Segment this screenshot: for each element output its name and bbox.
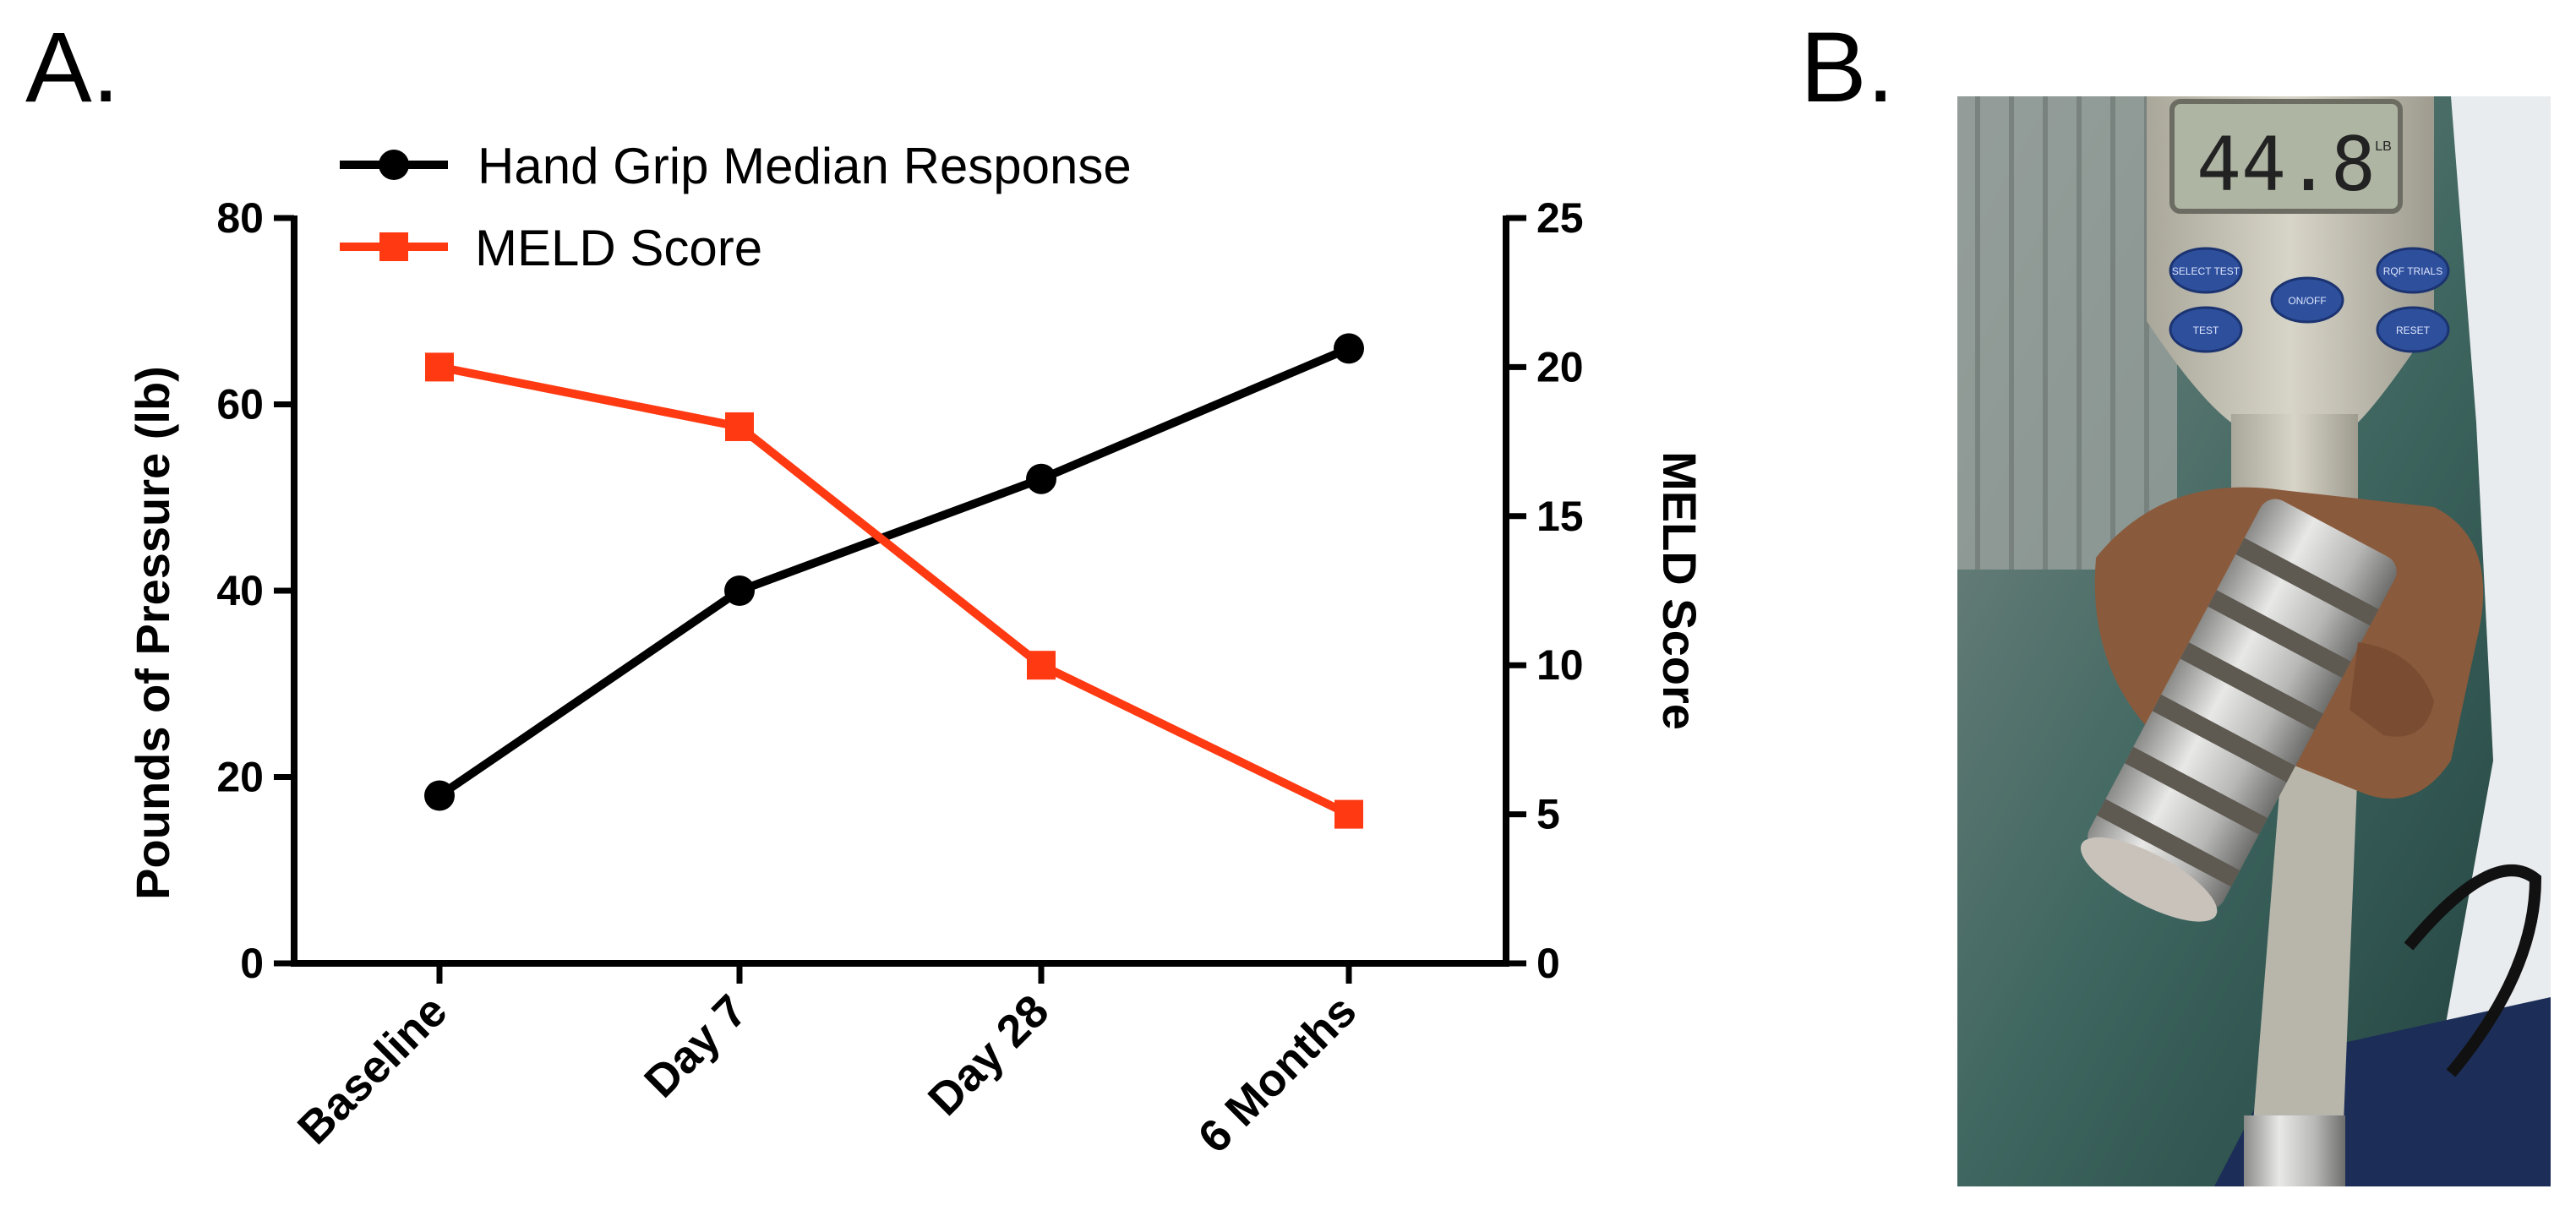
device-button-label: TEST xyxy=(2193,324,2219,336)
x-tick-label: Baseline xyxy=(288,985,456,1153)
data-point-square xyxy=(1334,799,1363,829)
right-tick-label: 25 xyxy=(1536,194,1584,242)
legend: Hand Grip Median Response MELD Score xyxy=(340,138,1132,276)
device-button-label: RESET xyxy=(2396,324,2431,336)
x-tick-label: Day 28 xyxy=(919,985,1059,1126)
left-tick-label: 60 xyxy=(216,381,264,428)
axes xyxy=(291,215,1509,967)
panel-b-label: B. xyxy=(1800,12,1895,123)
panel-a-label: A. xyxy=(25,12,120,123)
left-axis-title: Pounds of Pressure (lb) xyxy=(126,366,179,900)
right-y-ticks: 0 5 10 15 20 25 xyxy=(1506,194,1584,987)
data-point-circle xyxy=(1026,463,1056,494)
data-point-circle xyxy=(724,575,755,606)
left-y-ticks: 0 20 40 60 80 xyxy=(216,194,294,987)
left-tick-label: 40 xyxy=(216,567,264,614)
device-button xyxy=(2376,247,2450,294)
grip-handle xyxy=(2080,499,2397,922)
device-button-label: RQF TRIALS xyxy=(2383,265,2442,277)
left-tick-label: 80 xyxy=(216,194,264,242)
dynamometer-photo: 44.8 LB SELECT TEST ON/OFF RQF TRIALS TEST R… xyxy=(1957,96,2551,1186)
lcd-unit: LB xyxy=(2375,139,2392,154)
data-point-square xyxy=(725,412,754,441)
x-tick-label: Day 7 xyxy=(635,985,756,1107)
device-buttons: SELECT TEST ON/OFF RQF TRIALS TEST RESET xyxy=(2169,247,2450,353)
legend-label: MELD Score xyxy=(475,220,762,276)
device-shaft xyxy=(2248,761,2358,1186)
white-coat xyxy=(2417,96,2551,1183)
device-button-label: ON/OFF xyxy=(2288,295,2326,307)
device-button xyxy=(2270,276,2344,324)
series-line-2 xyxy=(439,363,1351,819)
left-tick-label: 0 xyxy=(240,940,264,987)
lcd-reading: 44.8 xyxy=(2197,121,2376,208)
data-point-circle xyxy=(424,780,455,811)
device-button xyxy=(2169,247,2243,294)
device-button-label: SELECT TEST xyxy=(2172,265,2240,277)
series-line-1 xyxy=(437,344,1351,799)
right-tick-label: 10 xyxy=(1536,641,1584,689)
line-chart: 0 20 40 60 80 0 5 10 15 20 25 Baseline Day 7 Day 28… xyxy=(126,138,1706,1163)
device-button xyxy=(2376,306,2450,353)
legend-marker-square xyxy=(379,232,408,261)
data-point-square xyxy=(1027,651,1056,680)
device-button xyxy=(2169,306,2243,353)
right-tick-label: 15 xyxy=(1536,493,1584,540)
right-tick-label: 0 xyxy=(1536,940,1560,987)
data-point-square xyxy=(425,352,454,382)
left-tick-label: 20 xyxy=(216,754,264,801)
x-tick-label: 6 Months xyxy=(1188,985,1366,1163)
x-ticks: Baseline Day 7 Day 28 6 Months xyxy=(288,963,1366,1163)
right-tick-label: 20 xyxy=(1536,343,1584,390)
legend-marker-circle xyxy=(379,150,409,180)
data-point-circle xyxy=(1334,333,1364,364)
series-layer xyxy=(424,333,1364,829)
lcd-screen xyxy=(2169,99,2403,214)
right-tick-label: 5 xyxy=(1536,791,1560,838)
right-axis-title: MELD Score xyxy=(1653,451,1706,730)
legend-label: Hand Grip Median Response xyxy=(478,138,1132,194)
